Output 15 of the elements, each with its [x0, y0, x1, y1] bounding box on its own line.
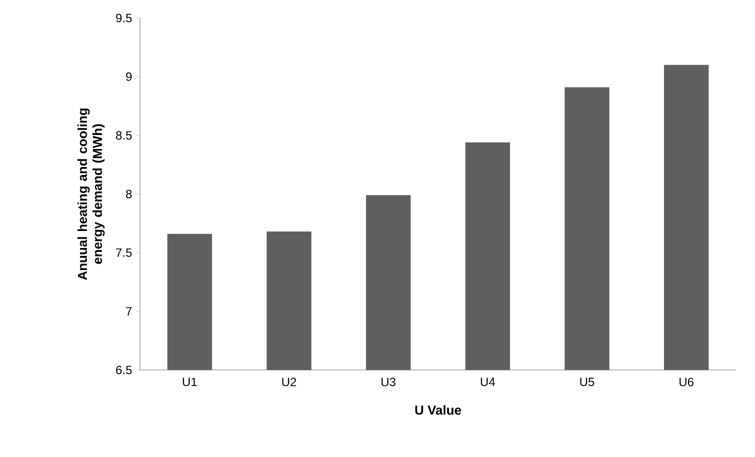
x-tick-label: U1 — [182, 378, 197, 386]
y-tick-label: 8 — [126, 190, 132, 198]
y-tick-label: 7.5 — [116, 248, 132, 257]
y-tick-label: 6.5 — [116, 366, 132, 374]
x-tick-label: U2 — [282, 378, 296, 386]
x-tick-label: U5 — [580, 378, 594, 386]
x-tick-label: U6 — [680, 378, 694, 386]
x-tick-label: U3 — [382, 378, 396, 386]
y-tick-label: 8.5 — [116, 131, 132, 140]
y-tick-label: 7 — [126, 307, 132, 316]
y-axis-title: Anuual heating and cooling energy demand (MWh) — [77, 108, 105, 280]
y-tick-label: 9.5 — [116, 14, 132, 22]
x-tick-label: U4 — [480, 378, 495, 386]
x-axis-title: U Value — [415, 405, 462, 415]
y-tick-label: 9 — [126, 72, 132, 81]
